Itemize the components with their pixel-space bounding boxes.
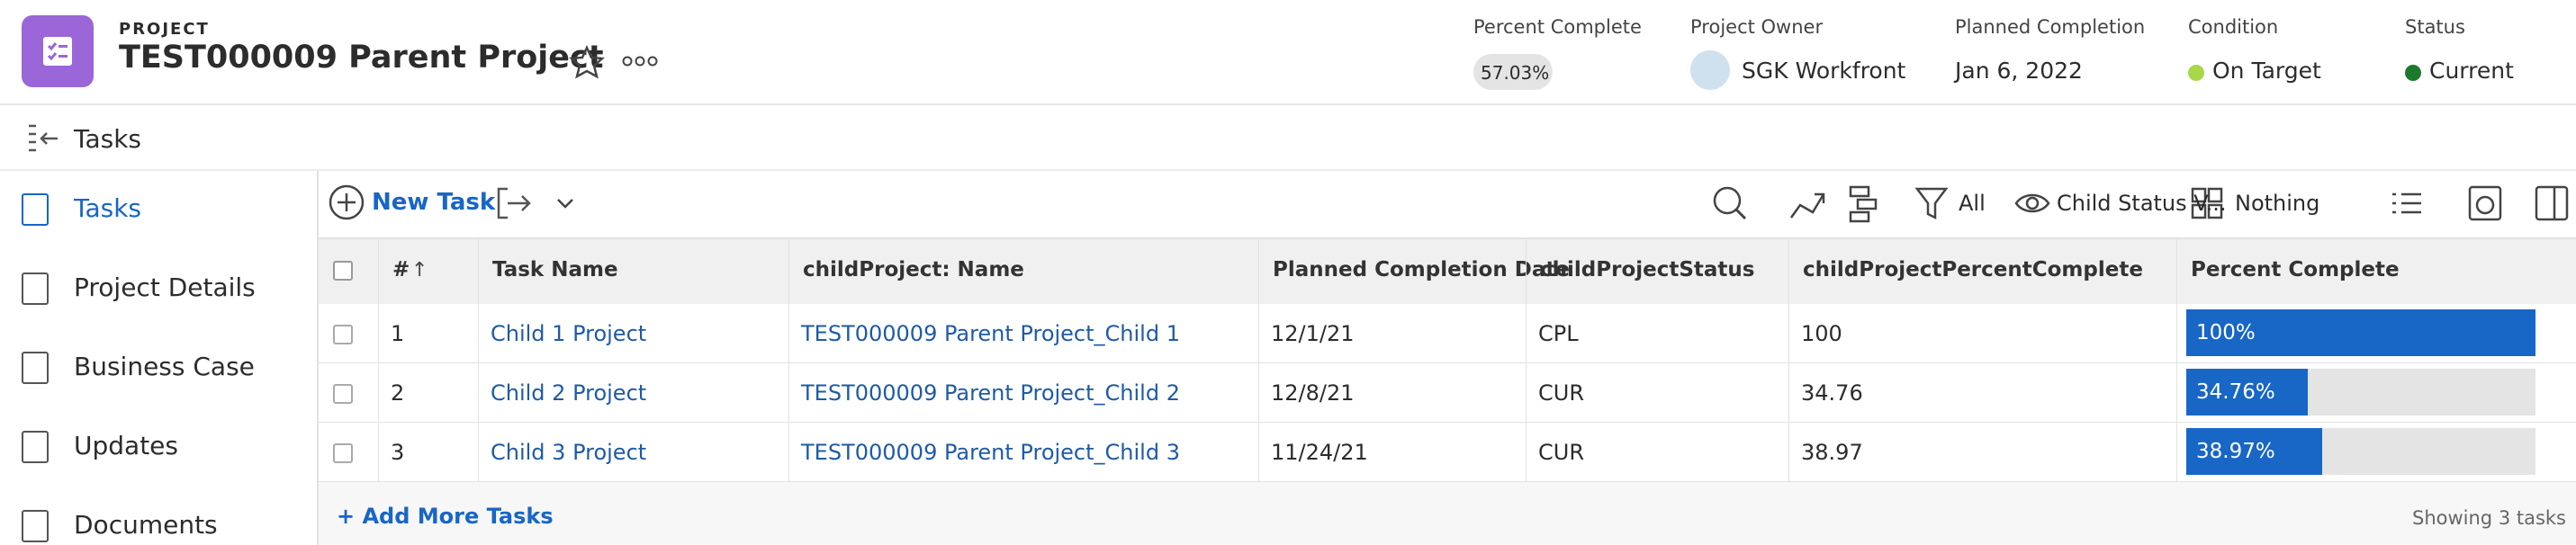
- project-icon-glyph: [43, 37, 72, 66]
- field-value: 57.03%: [1481, 62, 1550, 84]
- progress-bar: [2186, 428, 2323, 475]
- cell: 100: [1801, 321, 1842, 346]
- row-checkbox[interactable]: [333, 443, 353, 463]
- column-header: Planned Completion Date: [1273, 258, 1570, 281]
- task-link[interactable]: Child 2 Project: [491, 380, 647, 406]
- nav-icon[interactable]: [22, 193, 49, 226]
- column-divider: [1788, 239, 1789, 482]
- export-icons[interactable]: [495, 185, 585, 221]
- column-divider: [1258, 239, 1259, 482]
- divider: [0, 103, 2576, 105]
- project-label: PROJECT: [119, 20, 210, 39]
- task-link[interactable]: Child 1 Project: [491, 321, 647, 346]
- field-value: On Target: [2212, 58, 2321, 84]
- cell: 3: [391, 440, 405, 465]
- progress-bar: [2186, 369, 2308, 415]
- field-label: Status: [2405, 16, 2465, 38]
- column-header: childProjectPercentComplete: [1803, 258, 2143, 281]
- condition-dot: [2188, 65, 2204, 81]
- task-link[interactable]: TEST000009 Parent Project_Child 2: [801, 380, 1180, 406]
- sort-arrow: ↑: [411, 259, 428, 281]
- field-label: Project Owner: [1690, 16, 1824, 38]
- field-value: Jan 6, 2022: [1955, 58, 2083, 84]
- field-value: SGK Workfront: [1742, 58, 1906, 84]
- task-link[interactable]: Child 3 Project: [491, 440, 647, 465]
- column-header: #: [392, 258, 410, 281]
- more-menu[interactable]: [621, 52, 659, 70]
- progress-bar: [2186, 309, 2535, 356]
- nav-item[interactable]: Documents: [74, 510, 218, 540]
- column-divider: [478, 239, 479, 482]
- cell: CPL: [1538, 321, 1579, 346]
- nav-item[interactable]: Updates: [74, 431, 178, 460]
- add-tasks-button[interactable]: + Add More Tasks: [337, 504, 554, 529]
- nav-item[interactable]: Project Details: [74, 272, 256, 302]
- column-divider: [1526, 239, 1527, 482]
- filter-label[interactable]: All: [1959, 191, 1986, 216]
- cell: 12/1/21: [1271, 321, 1355, 346]
- nav-item[interactable]: Tasks: [74, 193, 142, 223]
- cell: 1: [391, 321, 405, 346]
- status-dot: [2405, 65, 2421, 81]
- column-divider: [378, 239, 379, 482]
- favorite-star[interactable]: [569, 45, 605, 81]
- nav-icon[interactable]: [22, 352, 49, 384]
- cell: 34.76: [1801, 380, 1863, 406]
- nav-icon[interactable]: [22, 510, 49, 542]
- nav-icon[interactable]: [22, 272, 49, 305]
- column-divider: [788, 239, 789, 482]
- column-header: childProjectStatus: [1540, 258, 1755, 281]
- progress-label: 38.97%: [2196, 440, 2275, 463]
- cell: 38.97: [1801, 440, 1863, 465]
- field-label: Condition: [2188, 16, 2279, 38]
- header-checkbox[interactable]: [333, 261, 353, 281]
- row-checkbox[interactable]: [333, 384, 353, 404]
- new-task-button[interactable]: New Task: [372, 189, 496, 216]
- project-title: TEST000009 Parent Project: [119, 40, 604, 76]
- column-header: Task Name: [492, 258, 618, 281]
- divider: [319, 237, 2576, 239]
- nav-border: [317, 171, 319, 545]
- divider: [0, 169, 2576, 171]
- field-label: Percent Complete: [1473, 16, 1642, 38]
- cell: CUR: [1538, 380, 1584, 406]
- row-divider: [319, 422, 2576, 423]
- progress-label: 34.76%: [2196, 380, 2275, 404]
- grouping-label[interactable]: Nothing: [2235, 191, 2320, 216]
- column-divider: [2176, 239, 2177, 482]
- collapse-icon[interactable]: [27, 123, 63, 154]
- new-task-icon[interactable]: [328, 183, 365, 221]
- nav-item[interactable]: Business Case: [74, 352, 255, 381]
- column-header: childProject: Name: [803, 258, 1024, 281]
- row-checkbox[interactable]: [333, 325, 353, 344]
- cell: 2: [391, 380, 405, 406]
- task-link[interactable]: TEST000009 Parent Project_Child 3: [801, 440, 1180, 465]
- footer-bg: [319, 482, 2576, 545]
- table-header-bg: [319, 239, 2576, 304]
- cell: 11/24/21: [1271, 440, 1368, 465]
- field-label: Planned Completion: [1955, 16, 2146, 38]
- percent-pill: [1473, 54, 1553, 90]
- row-divider: [319, 481, 2576, 482]
- progress-label: 100%: [2196, 321, 2256, 344]
- cell: CUR: [1538, 440, 1584, 465]
- toolbar-icons[interactable]: [1710, 183, 2574, 223]
- section-title: Tasks: [74, 124, 142, 154]
- owner-avatar: [1690, 50, 1730, 90]
- task-link[interactable]: TEST000009 Parent Project_Child 1: [801, 321, 1180, 346]
- task-count: Showing 3 tasks: [2412, 507, 2566, 529]
- nav-icon[interactable]: [22, 431, 49, 463]
- field-value: Current: [2429, 58, 2514, 84]
- row-divider: [319, 362, 2576, 363]
- column-header: Percent Complete: [2191, 258, 2400, 281]
- view-label[interactable]: Child Status V...: [2057, 191, 2227, 216]
- cell: 12/8/21: [1271, 380, 1355, 406]
